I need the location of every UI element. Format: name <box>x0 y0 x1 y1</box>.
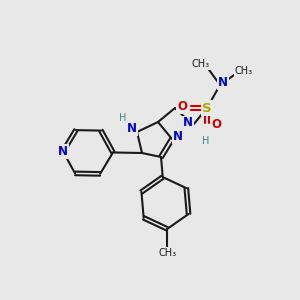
Text: H: H <box>202 136 210 146</box>
Text: S: S <box>202 101 212 115</box>
Text: CH₃: CH₃ <box>235 66 253 76</box>
Text: N: N <box>127 122 137 136</box>
Text: N: N <box>173 130 183 143</box>
Text: CH₃: CH₃ <box>192 59 210 69</box>
Text: CH₃: CH₃ <box>158 248 176 258</box>
Text: O: O <box>177 100 187 113</box>
Text: H: H <box>119 113 127 123</box>
Text: N: N <box>218 76 228 89</box>
Text: O: O <box>211 118 221 130</box>
Text: N: N <box>58 145 68 158</box>
Text: N: N <box>183 116 193 130</box>
